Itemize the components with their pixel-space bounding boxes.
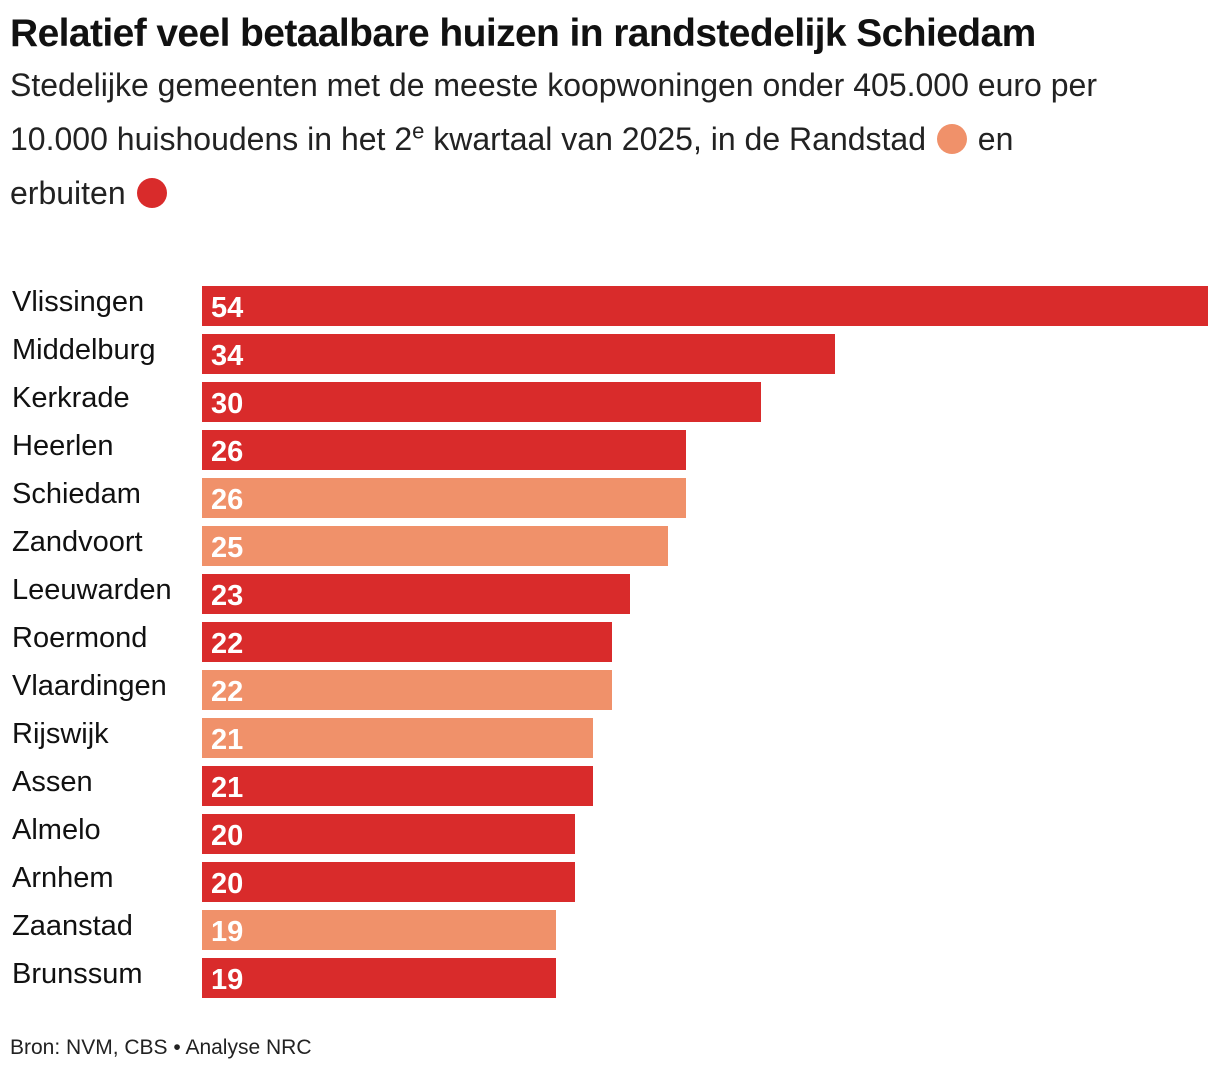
value-label: 26 bbox=[211, 484, 243, 516]
category-label: Zaanstad bbox=[12, 910, 133, 942]
subtitle-line-3: erbuiten bbox=[10, 175, 126, 211]
value-label: 19 bbox=[211, 916, 243, 948]
value-label: 21 bbox=[211, 772, 243, 804]
category-label: Arnhem bbox=[12, 862, 114, 894]
bar bbox=[202, 526, 668, 566]
bar bbox=[202, 286, 1208, 326]
bar bbox=[202, 718, 593, 758]
value-label: 54 bbox=[211, 292, 243, 324]
bar bbox=[202, 910, 556, 950]
subtitle-and: en bbox=[977, 121, 1014, 157]
bar bbox=[202, 814, 575, 854]
value-label: 23 bbox=[211, 580, 243, 612]
chart-subtitle: Stedelijke gemeenten met de meeste koopw… bbox=[10, 58, 1210, 220]
category-label: Assen bbox=[12, 766, 93, 798]
bar bbox=[202, 862, 575, 902]
category-label: Roermond bbox=[12, 622, 147, 654]
subtitle-line-2-start: 10.000 huishoudens in het 2 bbox=[10, 121, 413, 157]
source-note: Bron: NVM, CBS • Analyse NRC bbox=[10, 1036, 311, 1060]
legend-randstad-dot bbox=[936, 124, 967, 154]
category-label: Rijswijk bbox=[12, 718, 109, 750]
category-label: Heerlen bbox=[12, 430, 114, 462]
source-text: Bron: NVM, CBS bbox=[10, 1036, 168, 1059]
bar-chart: Vlissingen 54 Middelburg 34 Kerkrade 30 Heerle… bbox=[12, 286, 1208, 998]
source-separator: • bbox=[173, 1036, 181, 1059]
category-label: Leeuwarden bbox=[12, 574, 172, 606]
category-label: Kerkrade bbox=[12, 382, 130, 414]
value-label: 19 bbox=[211, 964, 243, 996]
value-label: 21 bbox=[211, 724, 243, 756]
category-label: Schiedam bbox=[12, 478, 141, 510]
category-label: Almelo bbox=[12, 814, 101, 846]
bar bbox=[202, 574, 630, 614]
category-label: Brunssum bbox=[12, 958, 143, 990]
bar bbox=[202, 334, 835, 374]
value-label: 22 bbox=[211, 676, 243, 708]
bar bbox=[202, 670, 612, 710]
bar bbox=[202, 622, 612, 662]
category-label: Vlaardingen bbox=[12, 670, 167, 702]
category-label: Vlissingen bbox=[12, 286, 144, 318]
bar bbox=[202, 430, 686, 470]
subtitle-line-2-mid: kwartaal van 2025, in de Randstad bbox=[424, 121, 927, 157]
value-label: 22 bbox=[211, 628, 243, 660]
category-label: Zandvoort bbox=[12, 526, 143, 558]
value-label: 20 bbox=[211, 868, 243, 900]
value-label: 34 bbox=[211, 340, 243, 372]
chart-title: Relatief veel betaalbare huizen in rands… bbox=[10, 12, 1036, 55]
bar bbox=[202, 766, 593, 806]
bar bbox=[202, 478, 686, 518]
bar bbox=[202, 958, 556, 998]
value-label: 30 bbox=[211, 388, 243, 420]
category-label: Middelburg bbox=[12, 334, 155, 366]
bar bbox=[202, 382, 761, 422]
value-label: 20 bbox=[211, 820, 243, 852]
analysis-text: Analyse NRC bbox=[185, 1036, 312, 1059]
subtitle-line-1: Stedelijke gemeenten met de meeste koopw… bbox=[10, 67, 1097, 103]
subtitle-superscript: e bbox=[412, 118, 425, 144]
value-label: 25 bbox=[211, 532, 243, 564]
value-label: 26 bbox=[211, 436, 243, 468]
legend-buiten-dot bbox=[136, 178, 167, 208]
